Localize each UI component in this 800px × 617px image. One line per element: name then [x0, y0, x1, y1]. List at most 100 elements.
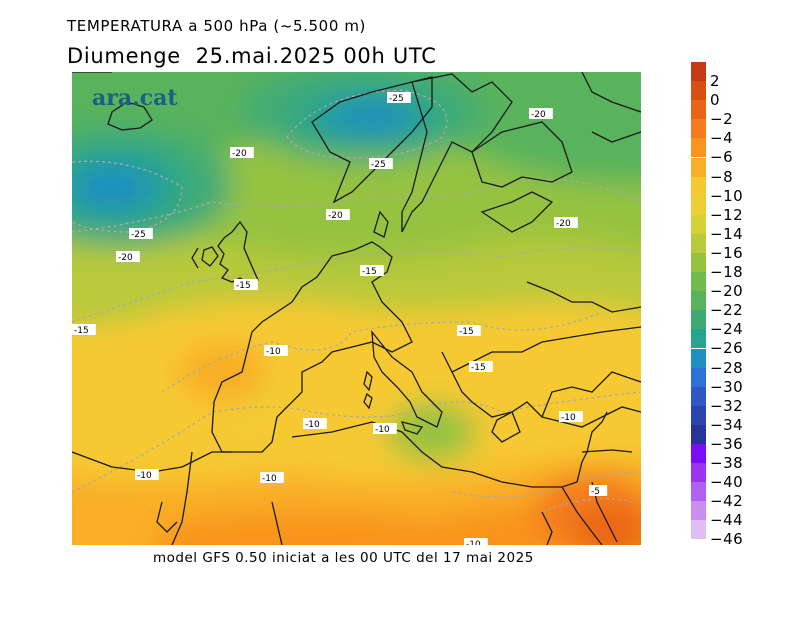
contour-label-box: [360, 265, 384, 276]
contour-label-box: [554, 217, 578, 228]
colorbar-label: −6: [710, 148, 734, 167]
contour-label-box: [234, 279, 258, 290]
colorbar-swatch: [691, 195, 706, 215]
colorbar-swatch: [691, 329, 706, 349]
contour-label: -25: [389, 94, 404, 104]
contour-label-box: [369, 158, 393, 169]
colorbar-label: −28: [710, 358, 744, 377]
colorbar-label: −14: [710, 224, 744, 243]
contour-label-box: [529, 108, 553, 119]
colorbar-swatch: [691, 291, 706, 311]
colorbar-label: −38: [710, 454, 744, 472]
map-subtitle: Diumenge 25.mai.2025 00h UTC: [67, 44, 437, 68]
contour-label: -15: [74, 326, 89, 336]
colorbar-swatch: [691, 253, 706, 272]
contour-label-box: [72, 324, 96, 335]
colorbar-label: −46: [710, 530, 744, 549]
colorbar-swatch: [691, 386, 706, 406]
colorbar-swatch: [691, 463, 706, 483]
map-svg: -25 -20 -20 -25 -25 -20 -20 -20 -15 -15 -15 -15 -10 -…: [72, 72, 641, 545]
colorbar-label: −18: [710, 263, 744, 281]
colorbar-swatch: [691, 176, 706, 196]
contour-label-box: [326, 209, 350, 220]
colorbar-label: −2: [710, 110, 734, 129]
colorbar-label: −42: [710, 492, 744, 511]
contour-label: -5: [591, 487, 600, 497]
contour-label: -20: [556, 219, 571, 229]
contour-label-box: [589, 485, 608, 496]
colorbar-label: −20: [710, 282, 744, 301]
colorbar-swatch: [691, 367, 706, 387]
colorbar-label: −44: [710, 511, 744, 530]
colorbar-label: −32: [710, 396, 744, 415]
contour-labels: -25 -20 -20 -25 -25 -20 -20 -20 -15 -15 -15 -15 -10 -…: [72, 92, 608, 545]
contour-label: -10: [466, 540, 481, 545]
colorbar-label: −40: [710, 473, 744, 492]
colorbar-label: −26: [710, 339, 744, 358]
contour-label-box: [129, 228, 153, 239]
contour-label: -15: [236, 281, 251, 291]
contour-label: -10: [262, 474, 277, 484]
colorbar-label: −12: [710, 205, 744, 224]
colorbar-swatch: [691, 424, 706, 444]
contour-label-box: [260, 472, 284, 483]
contour-label-box: [264, 345, 288, 356]
colorbar-label: 2: [710, 72, 721, 90]
colorbar-label: −34: [710, 415, 744, 434]
isotherm-contours: [72, 89, 641, 513]
colorbar-swatch: [691, 501, 706, 521]
colorbar-swatch: [691, 157, 706, 177]
contour-label: -20: [531, 110, 546, 120]
map-title: TEMPERATURA a 500 hPa (~5.500 m): [67, 17, 366, 35]
temperature-field: [72, 72, 641, 545]
contour-label: -15: [459, 327, 474, 337]
colorbar-swatch: [691, 405, 706, 425]
colorbar-label: 0: [710, 91, 721, 110]
contour-label-box: [303, 418, 327, 429]
contour-label-box: [457, 325, 481, 336]
colorbar-swatch: [691, 233, 706, 253]
colorbar-swatch: [691, 310, 706, 330]
colorbar-swatch: [691, 81, 706, 101]
contour-label-box: [559, 411, 583, 422]
colorbar-label: −30: [710, 377, 744, 396]
contour-label-box: [464, 538, 488, 545]
colorbar-swatch: [691, 348, 706, 368]
colorbar-swatch: [691, 520, 706, 540]
colorbar-swatch: [691, 482, 706, 502]
contour-label: -10: [561, 413, 576, 423]
colorbar-label: −8: [710, 167, 734, 186]
colorbar-label: −24: [710, 320, 744, 339]
model-run-footer: model GFS 0.50 iniciat a les 00 UTC del …: [153, 550, 534, 566]
contour-label: -20: [232, 149, 247, 159]
colorbar-swatch: [691, 214, 706, 234]
colorbar-swatch: [691, 100, 706, 120]
colorbar-label: −22: [710, 301, 744, 320]
contour-label-box: [116, 251, 140, 262]
contour-label: -25: [371, 160, 386, 170]
contour-label: -15: [362, 267, 377, 277]
contour-label-box: [135, 469, 159, 480]
contour-label: -20: [328, 211, 343, 221]
contour-label: -20: [118, 253, 133, 263]
contour-label: -10: [137, 471, 152, 481]
contour-label-box: [387, 92, 411, 103]
colorbar-swatch: [691, 272, 706, 292]
brand-logo: ara.cat: [92, 85, 178, 111]
contour-label-box: [469, 361, 493, 372]
coastlines: [72, 72, 641, 545]
temperature-map: -25 -20 -20 -25 -25 -20 -20 -20 -15 -15 -15 -15 -10 -…: [72, 72, 641, 545]
colorbar-swatch: [691, 138, 706, 158]
contour-label: -10: [375, 425, 390, 435]
colorbar-label: −36: [710, 434, 744, 453]
colorbar-label: −16: [710, 243, 744, 262]
contour-label: -25: [131, 230, 146, 240]
contour-label-box: [373, 423, 397, 434]
colorbar-label: −10: [710, 186, 744, 205]
colorbar-swatch: [691, 62, 706, 81]
colorbar-label: −4: [710, 129, 734, 148]
contour-label: -15: [471, 363, 486, 373]
colorbar-swatch: [691, 444, 706, 463]
contour-label: -10: [266, 347, 281, 357]
contour-label: -10: [305, 420, 320, 430]
